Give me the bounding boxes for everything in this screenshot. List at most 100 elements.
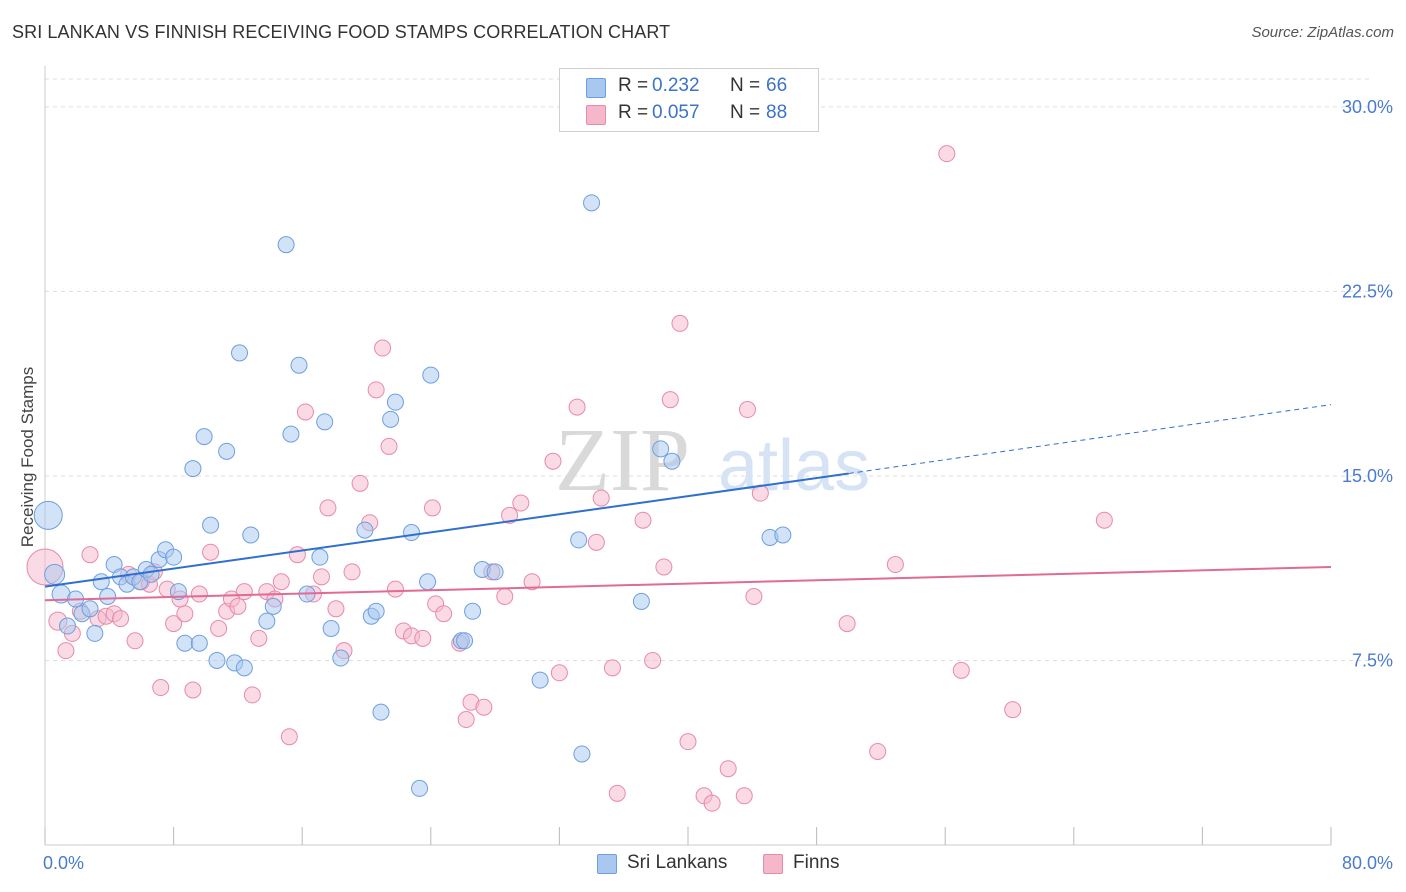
sri-lankans-point — [277, 236, 295, 254]
sri-lankans-point — [195, 428, 213, 446]
sri-lankans-point — [81, 600, 99, 618]
sri-lankans-point — [33, 500, 63, 530]
finns-point — [243, 686, 261, 704]
sri-lankans-point — [142, 565, 160, 583]
finns-point — [523, 573, 541, 591]
finns-point — [250, 629, 268, 647]
finns-point — [235, 583, 253, 601]
legend-r-label: R = — [618, 75, 649, 96]
sri-lankans-point — [44, 563, 66, 585]
sri-lankans-point — [419, 573, 437, 591]
source-label: Source: ZipAtlas.com — [1251, 24, 1394, 41]
finns-point — [312, 568, 330, 586]
sri-lankans-point — [231, 344, 249, 362]
finns-point — [272, 573, 290, 591]
finns-point — [886, 556, 904, 574]
finns-point — [512, 494, 530, 512]
sri-lankans-point — [190, 634, 208, 652]
finns-point — [126, 632, 144, 650]
sri-lankans-point — [652, 440, 670, 458]
watermark-atlas: atlas — [718, 426, 870, 506]
x-tick-label: 80.0% — [1342, 853, 1393, 873]
sri-lankans-point — [202, 516, 220, 534]
bottom-legend-label: Finns — [793, 852, 840, 873]
sri-lankans-point — [403, 524, 421, 542]
finns-point — [176, 605, 194, 623]
finns-point — [184, 681, 202, 699]
finns-point — [423, 499, 441, 517]
sri-lankans-point — [332, 649, 350, 667]
finns-point — [81, 546, 99, 564]
sri-lankans-point — [242, 526, 260, 544]
sri-lankans-point — [264, 597, 282, 615]
finns-point — [603, 659, 621, 677]
finns-point — [152, 679, 170, 697]
finns-point — [869, 743, 887, 761]
finns-point — [550, 664, 568, 682]
sri-lankans-point — [386, 393, 404, 411]
sri-lankans-point — [583, 194, 601, 212]
sri-lankans-point — [322, 619, 340, 637]
legend-n-value: 66 — [766, 75, 788, 96]
sri-lankans-point — [235, 659, 253, 677]
finns-point — [544, 452, 562, 470]
legend-n-label: N = — [730, 75, 761, 96]
sri-lankans-point — [456, 632, 474, 650]
sri-lankans-point — [311, 548, 329, 566]
sri-lankans-point — [372, 703, 390, 721]
finns-point — [655, 558, 673, 576]
sri-lankans-point — [169, 583, 187, 601]
finns-point — [1004, 701, 1022, 719]
sri-lankans-point — [422, 366, 440, 384]
legend-n-label: N = — [730, 102, 761, 123]
sri-lankans-point — [86, 624, 104, 642]
finns-point — [435, 605, 453, 623]
sri-lankans-trend-line — [44, 472, 849, 588]
finns-point — [319, 499, 337, 517]
bottom-legend-label: Sri Lankans — [627, 852, 728, 873]
finns-points — [26, 145, 1113, 812]
finns-point — [952, 661, 970, 679]
sri-lankans-point — [356, 521, 374, 539]
bottom-legend-swatch-blue — [597, 854, 617, 874]
y-tick-label: 30.0% — [1342, 97, 1393, 117]
trend-lines — [44, 404, 1332, 602]
finns-point — [343, 563, 361, 581]
legend: R = 0.232 N = 66 R = 0.057 N = 88 — [559, 68, 819, 132]
finns-point — [838, 615, 856, 633]
sri-lankans-trend-extension — [848, 404, 1332, 474]
legend-r-label: R = — [618, 102, 649, 123]
sri-lankans-point — [486, 563, 504, 581]
finns-point — [380, 437, 398, 455]
sri-lankans-point — [367, 602, 385, 620]
sri-lankans-point — [573, 745, 591, 763]
sri-lankans-point — [184, 460, 202, 478]
axes — [44, 66, 1332, 846]
legend-swatch-blue — [586, 78, 606, 98]
finns-point — [374, 339, 392, 357]
finns-point — [634, 511, 652, 529]
finns-point — [644, 651, 662, 669]
finns-point — [738, 401, 756, 419]
y-tick-label: 7.5% — [1352, 650, 1393, 670]
finns-point — [679, 733, 697, 751]
y-tick-label: 22.5% — [1342, 281, 1393, 301]
finns-point — [568, 398, 586, 416]
legend-n-value: 88 — [766, 102, 788, 123]
x-tick-label: 0.0% — [43, 853, 84, 873]
sri-lankans-point — [208, 651, 226, 669]
legend-r-value: 0.232 — [652, 75, 700, 96]
finns-point — [608, 784, 626, 802]
finns-point — [671, 314, 689, 332]
sri-lankans-point — [165, 548, 183, 566]
sri-lankans-point — [632, 592, 650, 610]
finns-point — [280, 728, 298, 746]
sri-lankans-point — [218, 442, 236, 460]
y-tick-label: 15.0% — [1342, 466, 1393, 486]
finns-point — [210, 619, 228, 637]
finns-point — [501, 506, 519, 524]
finns-point — [592, 489, 610, 507]
sri-lankans-point — [176, 634, 194, 652]
sri-lankans-point — [92, 573, 110, 591]
